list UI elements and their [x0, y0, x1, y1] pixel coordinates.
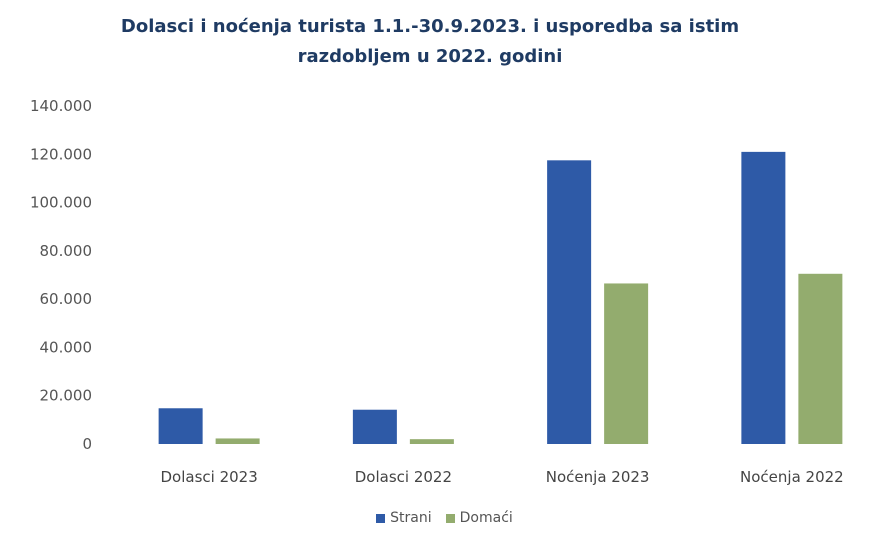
x-category-label: Dolasci 2022 [355, 468, 452, 486]
legend-swatch-strani [376, 513, 386, 523]
legend-swatch-domaci [445, 513, 455, 523]
y-tick-label: 20.000 [40, 387, 93, 405]
bar-strani-1 [158, 408, 203, 444]
legend-item-domaci: Domaći [445, 510, 513, 526]
bar-strani-4 [741, 151, 786, 444]
bar-domaci-1 [215, 438, 260, 444]
bar-domaci-4 [798, 273, 843, 444]
bar-chart: 0 20.000 40.000 60.000 80.000 100.000 120.000 1… [30, 97, 844, 486]
y-tick-label: 100.000 [30, 194, 92, 212]
x-category-label: Noćenja 2023 [546, 468, 650, 486]
bar-domaci-3 [604, 283, 649, 444]
y-tick-label: 140.000 [30, 97, 92, 115]
chart-title-line-1: Dolasci i noćenja turista 1.1.-30.9.2023… [120, 16, 740, 37]
legend-label-strani: Strani [390, 510, 432, 526]
bar-strani-2 [352, 409, 397, 444]
y-tick-label: 80.000 [40, 242, 93, 260]
legend: Strani Domaći [0, 510, 889, 526]
y-tick-label: 60.000 [40, 290, 93, 308]
y-tick-label: 0 [82, 435, 92, 453]
chart-title-line-2: razdobljem u 2022. godini [297, 46, 563, 67]
x-category-label: Dolasci 2023 [160, 468, 257, 486]
legend-item-strani: Strani [376, 510, 432, 526]
bar-domaci-2 [409, 439, 454, 444]
x-category-label: Noćenja 2022 [740, 468, 844, 486]
y-tick-label: 40.000 [40, 338, 93, 356]
bar-strani-3 [547, 160, 592, 445]
chart-title: Dolasci i noćenja turista 1.1.-30.9.2023… [120, 12, 740, 72]
legend-label-domaci: Domaći [459, 510, 513, 526]
y-tick-label: 120.000 [30, 145, 92, 163]
